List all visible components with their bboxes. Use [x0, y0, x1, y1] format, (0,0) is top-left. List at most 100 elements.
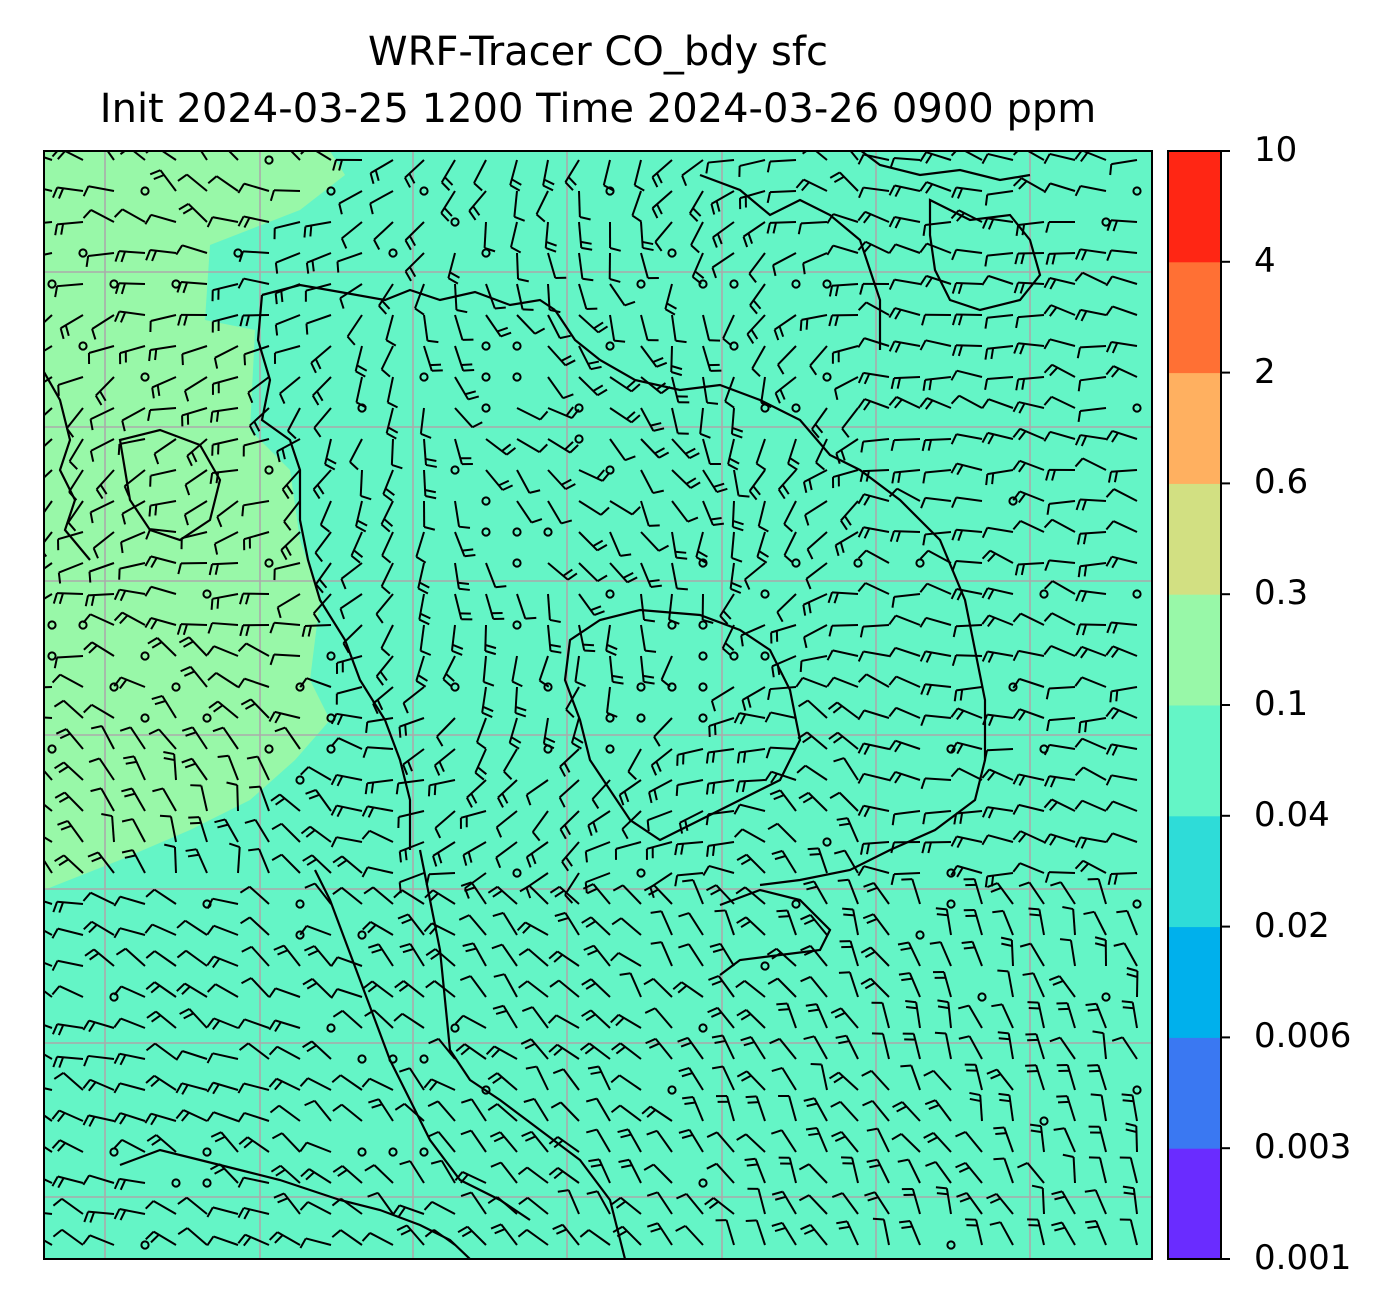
wind-barb: [831, 1192, 859, 1215]
wind-barb: [1043, 182, 1076, 194]
wind-barb: [1025, 1033, 1045, 1060]
wind-barb: [510, 221, 522, 254]
wind-barb: [83, 920, 115, 936]
wind-barb: [919, 339, 952, 351]
wind-barb: [888, 184, 921, 198]
wind-barb: [835, 1034, 859, 1060]
calm-wind-marker: [667, 620, 677, 630]
wind-barb: [52, 1228, 84, 1246]
wind-barb: [268, 1045, 301, 1060]
wind-barb: [53, 655, 84, 669]
wind-barb: [458, 914, 487, 936]
colorbar-segment: [1168, 926, 1221, 1038]
wind-barb: [44, 593, 53, 600]
wind-barb: [640, 438, 670, 459]
wind-barb: [614, 841, 642, 860]
wind-barb: [208, 700, 239, 719]
wind-barb: [950, 433, 983, 445]
wind-barb: [226, 781, 239, 812]
wind-barb: [305, 252, 332, 274]
wind-barb: [774, 376, 797, 404]
wind-barb: [419, 624, 432, 656]
wind-barb: [574, 655, 586, 687]
wind-barb: [178, 202, 208, 223]
wind-barb: [331, 1074, 363, 1091]
wind-barb: [706, 1131, 735, 1153]
wind-barb: [803, 624, 828, 649]
wind-barb: [766, 159, 797, 173]
wind-barb: [454, 1171, 487, 1184]
wind-barb: [332, 1103, 363, 1122]
wind-barb: [609, 655, 624, 685]
wind-barb: [751, 345, 766, 378]
wind-barb: [748, 469, 766, 501]
wind-barb: [857, 772, 890, 784]
wind-barb: [1046, 717, 1076, 732]
calm-wind-marker: [729, 651, 739, 661]
wind-barb: [619, 972, 642, 998]
wind-barb: [487, 1196, 518, 1215]
wind-barb: [618, 779, 642, 806]
calm-wind-marker: [326, 713, 336, 723]
wind-barb: [518, 948, 549, 967]
wind-barb: [803, 1097, 828, 1122]
wind-barb: [487, 885, 518, 905]
wind-barb: [145, 1230, 177, 1246]
calm-wind-marker: [109, 1147, 119, 1157]
wind-barb: [270, 1164, 301, 1184]
wind-barb: [151, 694, 177, 719]
wind-barb: [468, 190, 487, 221]
wind-barb: [299, 677, 332, 688]
wind-barb: [920, 683, 952, 696]
wind-barb: [609, 531, 632, 557]
wind-barb: [834, 531, 859, 557]
colorbar-tick-label: 4: [1254, 240, 1276, 281]
wind-barb: [89, 407, 115, 431]
calm-wind-marker: [419, 1054, 429, 1064]
wind-barb: [368, 1098, 394, 1122]
wind-barb: [188, 816, 208, 843]
colorbar-tick-label: 0.04: [1254, 794, 1330, 835]
calm-wind-marker: [202, 1178, 212, 1188]
wind-barb: [609, 376, 641, 393]
wind-barb: [82, 1114, 115, 1127]
wind-barb: [484, 624, 497, 656]
calm-wind-marker: [605, 589, 615, 599]
wind-barb: [273, 1192, 301, 1215]
wind-barb: [427, 779, 456, 797]
calm-wind-marker: [760, 961, 770, 971]
wind-barb: [149, 469, 177, 487]
wind-barb: [745, 1219, 766, 1246]
calm-wind-marker: [481, 248, 491, 258]
wind-barb: [953, 810, 983, 825]
calm-wind-marker: [450, 1023, 460, 1033]
wind-barb: [516, 469, 541, 494]
wind-barb: [113, 1112, 146, 1125]
wind-barb: [800, 944, 828, 967]
calm-wind-marker: [481, 1085, 491, 1095]
colorbar-segment: [1168, 594, 1221, 706]
wind-barb: [650, 910, 673, 936]
wind-barb: [547, 624, 562, 654]
wind-barb: [548, 1136, 580, 1153]
wind-barb: [1027, 1001, 1045, 1029]
wind-barb: [175, 1082, 208, 1095]
wind-barb: [206, 924, 239, 936]
wind-barb: [704, 1197, 735, 1215]
calm-wind-marker: [729, 279, 739, 289]
wind-barb: [206, 1111, 239, 1122]
wind-barb: [237, 277, 270, 289]
wind-barb: [609, 500, 641, 516]
wind-barb: [303, 945, 332, 967]
calm-wind-marker: [264, 155, 274, 165]
wind-barb: [269, 653, 301, 666]
wind-barb: [548, 950, 580, 967]
wind-barb: [981, 587, 1014, 600]
wind-barb: [1116, 909, 1138, 936]
wind-barb: [361, 1077, 394, 1091]
wind-barb: [364, 1164, 394, 1184]
wind-barb: [646, 810, 673, 832]
wind-barb: [965, 1218, 983, 1246]
wind-barb: [396, 1224, 425, 1246]
calm-wind-marker: [512, 372, 522, 382]
